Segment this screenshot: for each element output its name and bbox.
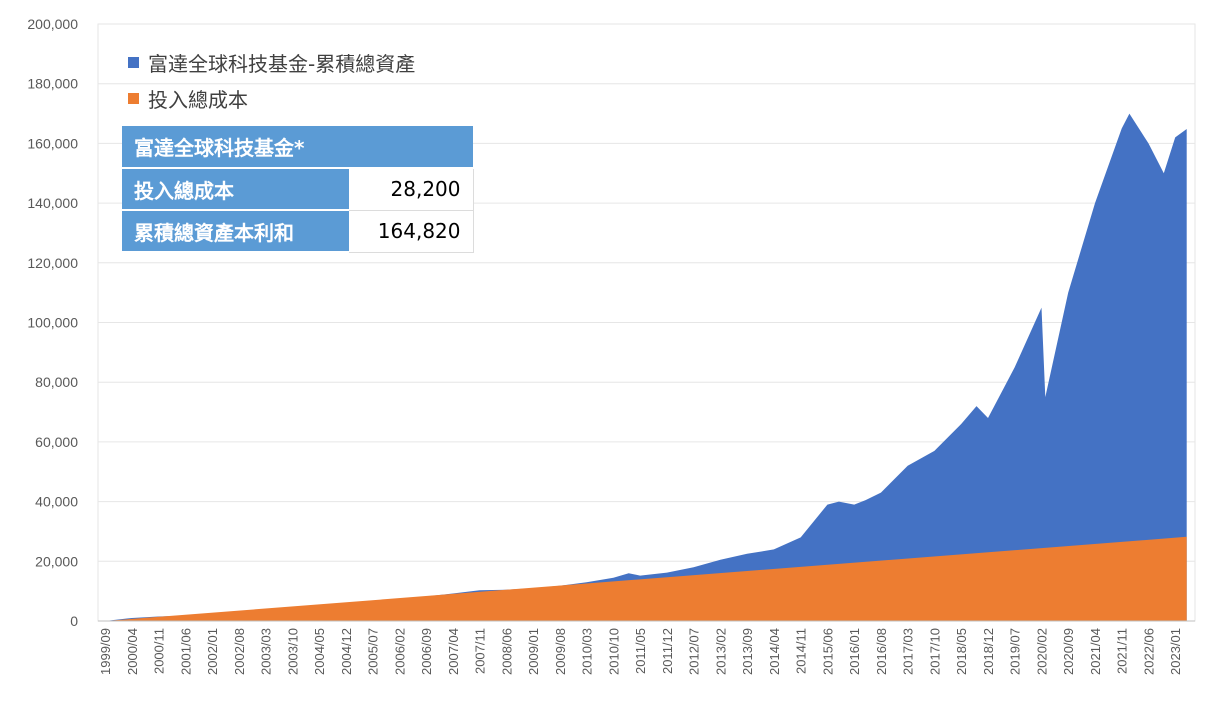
x-tick-label: 2007/04 bbox=[446, 628, 461, 675]
x-tick-label: 2005/07 bbox=[366, 628, 381, 675]
x-tick-label: 2001/06 bbox=[178, 628, 193, 675]
x-tick-label: 2002/08 bbox=[232, 628, 247, 675]
x-tick-label: 2012/07 bbox=[687, 628, 702, 675]
x-tick-label: 2014/11 bbox=[794, 628, 809, 674]
legend-swatch-blue bbox=[128, 56, 139, 68]
x-tick-label: 2003/10 bbox=[285, 628, 300, 675]
x-tick-label: 2022/06 bbox=[1141, 628, 1156, 675]
series-areas bbox=[105, 113, 1187, 621]
summary-value-total-assets: 164,820 bbox=[349, 210, 474, 253]
x-tick-label: 2011/12 bbox=[660, 628, 675, 674]
x-tick-label: 2000/11 bbox=[152, 628, 167, 674]
y-tick-label: 20,000 bbox=[35, 553, 78, 569]
y-axis-ticks: 0 20,000 40,000 60,000 80,000 100,000 120,000 1… bbox=[27, 16, 78, 629]
legend-label-total-assets: 富達全球科技基金-累積總資產 bbox=[148, 51, 416, 76]
summary-table-header-row: 富達全球科技基金* bbox=[122, 126, 473, 169]
x-tick-label: 2000/04 bbox=[125, 628, 140, 675]
x-tick-label: 2013/02 bbox=[713, 628, 728, 675]
x-tick-label: 2021/04 bbox=[1088, 628, 1103, 675]
summary-table-row: 投入總成本 28,200 bbox=[122, 168, 474, 211]
summary-table-title: 富達全球科技基金* bbox=[122, 126, 473, 169]
y-tick-label: 160,000 bbox=[27, 135, 78, 151]
y-tick-label: 200,000 bbox=[27, 16, 78, 32]
y-tick-label: 60,000 bbox=[35, 434, 78, 450]
x-tick-label: 2006/02 bbox=[392, 628, 407, 675]
x-tick-label: 2006/09 bbox=[419, 628, 434, 675]
x-tick-label: 2021/11 bbox=[1115, 628, 1130, 674]
x-tick-label: 2004/12 bbox=[339, 628, 354, 675]
x-tick-label: 2023/01 bbox=[1168, 628, 1183, 675]
summary-label-total-cost: 投入總成本 bbox=[122, 168, 349, 211]
x-tick-label: 2017/10 bbox=[927, 628, 942, 675]
x-tick-label: 2013/09 bbox=[740, 628, 755, 675]
x-tick-label: 2016/08 bbox=[874, 628, 889, 675]
series-area-total-cost bbox=[105, 536, 1187, 621]
x-tick-label: 2007/11 bbox=[473, 628, 488, 674]
x-tick-label: 1999/09 bbox=[98, 628, 113, 675]
x-tick-label: 2009/01 bbox=[526, 628, 541, 675]
x-tick-label: 2008/06 bbox=[499, 628, 514, 675]
x-tick-label: 2003/03 bbox=[259, 628, 274, 675]
legend-swatch-orange bbox=[128, 92, 139, 104]
x-tick-label: 2015/06 bbox=[820, 628, 835, 675]
x-tick-label: 2011/05 bbox=[633, 628, 648, 674]
y-tick-label: 0 bbox=[70, 613, 78, 629]
x-tick-label: 2016/01 bbox=[847, 628, 862, 675]
x-tick-label: 2009/08 bbox=[553, 628, 568, 675]
summary-table: 富達全球科技基金* 投入總成本 28,200 累積總資產本利和 164,820 bbox=[122, 126, 474, 253]
legend-item-total-assets: 富達全球科技基金-累積總資產 bbox=[128, 44, 415, 80]
y-tick-label: 120,000 bbox=[27, 255, 78, 271]
x-tick-label: 2020/02 bbox=[1034, 628, 1049, 675]
y-tick-label: 80,000 bbox=[35, 374, 78, 390]
series-area-total-assets bbox=[105, 113, 1187, 621]
summary-value-total-cost: 28,200 bbox=[349, 168, 474, 211]
summary-label-total-assets: 累積總資產本利和 bbox=[122, 210, 349, 253]
y-tick-label: 100,000 bbox=[27, 315, 78, 331]
legend-label-total-cost: 投入總成本 bbox=[148, 87, 248, 112]
y-tick-label: 140,000 bbox=[27, 195, 78, 211]
x-tick-label: 2017/03 bbox=[901, 628, 916, 675]
x-tick-label: 2019/07 bbox=[1008, 628, 1023, 675]
summary-table-row: 累積總資產本利和 164,820 bbox=[122, 210, 474, 253]
x-tick-label: 2010/03 bbox=[580, 628, 595, 675]
legend-item-total-cost: 投入總成本 bbox=[128, 80, 415, 116]
y-tick-label: 40,000 bbox=[35, 494, 78, 510]
x-tick-label: 2018/05 bbox=[954, 628, 969, 675]
x-tick-label: 2004/05 bbox=[312, 628, 327, 675]
x-tick-label: 2020/09 bbox=[1061, 628, 1076, 675]
legend: 富達全球科技基金-累積總資產 投入總成本 bbox=[128, 44, 415, 116]
x-axis-ticks: 1999/09 2000/04 2000/11 2001/06 2002/01 2002/… bbox=[98, 628, 1183, 675]
x-tick-label: 2010/10 bbox=[606, 628, 621, 675]
x-tick-label: 2014/04 bbox=[767, 628, 782, 675]
x-tick-label: 2018/12 bbox=[981, 628, 996, 675]
y-tick-label: 180,000 bbox=[27, 76, 78, 92]
x-tick-label: 2002/01 bbox=[205, 628, 220, 675]
